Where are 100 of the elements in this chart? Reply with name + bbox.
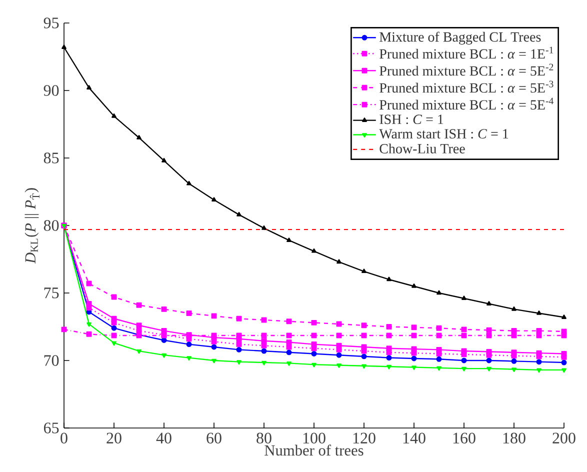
y-tick-label: 80	[44, 220, 59, 231]
point	[161, 306, 167, 312]
point	[112, 113, 116, 118]
x-tick-label: 40	[156, 432, 172, 444]
point	[411, 324, 417, 330]
point	[161, 338, 167, 343]
point	[461, 326, 467, 332]
point	[236, 346, 242, 352]
point	[62, 44, 66, 49]
point	[261, 348, 267, 354]
point	[311, 320, 317, 326]
point	[162, 353, 166, 358]
point	[486, 358, 492, 364]
point	[312, 248, 316, 253]
point	[336, 259, 342, 264]
point	[436, 325, 442, 331]
point	[386, 346, 392, 352]
point	[536, 310, 542, 315]
y-axis-title: D$_{KL}$(P || P$_{T̂}$)	[24, 188, 40, 264]
x-tick-label: 160	[453, 432, 476, 444]
point	[486, 366, 492, 372]
point	[262, 360, 266, 366]
point	[186, 356, 192, 361]
point	[412, 366, 416, 370]
point	[386, 276, 392, 282]
y-tick-label: 70	[44, 355, 59, 366]
point	[336, 321, 342, 327]
point	[461, 348, 467, 354]
x-tick-label: 20	[106, 432, 122, 444]
legend-label: Warm start ISH : C = 1	[379, 129, 508, 139]
x-tick-label: 100	[303, 432, 326, 444]
point	[562, 314, 566, 319]
point	[336, 364, 342, 368]
point	[86, 322, 92, 327]
point	[312, 362, 316, 368]
point	[261, 338, 267, 344]
point	[136, 135, 142, 140]
point	[211, 313, 217, 319]
point	[536, 350, 542, 356]
x-tick-label: 0	[60, 432, 68, 444]
point	[186, 180, 192, 186]
y-tick-label: 95	[44, 18, 59, 28]
x-tick-label: 120	[353, 432, 376, 444]
point	[112, 341, 116, 346]
point	[512, 306, 516, 311]
point	[212, 197, 216, 202]
point	[136, 322, 142, 328]
point	[236, 212, 242, 216]
point	[211, 344, 217, 350]
legend-label: Pruned mixture BCL : α = 5E$^{-3}$	[380, 80, 554, 93]
point	[86, 301, 92, 307]
point	[361, 354, 367, 360]
point	[411, 356, 417, 362]
x-tick-label: 140	[403, 432, 426, 444]
point	[286, 318, 292, 324]
point	[86, 280, 92, 286]
point	[286, 362, 292, 366]
x-tick-label: 200	[552, 432, 576, 444]
x-tick-label: 80	[256, 432, 272, 444]
point	[511, 350, 517, 356]
point	[512, 368, 516, 372]
point	[462, 296, 466, 300]
legend-label: Mixture of Bagged CL Trees	[380, 32, 541, 45]
point	[111, 316, 117, 322]
point	[311, 351, 317, 356]
point	[536, 359, 542, 365]
point	[486, 348, 492, 354]
point	[436, 346, 442, 352]
point	[486, 327, 492, 333]
y-tick-label: 75	[44, 288, 59, 298]
legend-label: Pruned mixture BCL : α = 5E$^{-4}$	[380, 98, 554, 110]
legend-label: ISH : C = 1	[380, 114, 444, 124]
point	[311, 342, 317, 348]
point	[386, 355, 392, 361]
point	[436, 356, 442, 362]
x-tick-label: 60	[206, 432, 222, 444]
point	[86, 85, 92, 90]
point	[336, 352, 342, 358]
x-axis-title: Number of trees	[264, 444, 364, 456]
point	[511, 358, 517, 364]
legend-label: Pruned mixture BCL : α = 5E$^{-2}$	[380, 64, 554, 76]
point	[361, 322, 367, 328]
point	[186, 342, 192, 348]
point	[362, 268, 366, 274]
point	[61, 326, 67, 332]
y-tick-label: 85	[44, 152, 59, 164]
point	[212, 358, 216, 364]
point	[286, 350, 292, 356]
y-tick-label: 90	[44, 85, 59, 96]
point	[136, 302, 142, 308]
point	[562, 368, 566, 373]
point	[436, 366, 442, 371]
legend-label: Chow-Liu Tree	[380, 144, 465, 154]
legend-label: Pruned mixture BCL : α = 1E$^{-1}$	[380, 46, 554, 59]
point	[186, 310, 192, 316]
point	[486, 301, 492, 306]
point	[386, 324, 392, 330]
point	[236, 342, 242, 348]
point	[462, 366, 466, 372]
point	[436, 290, 442, 295]
